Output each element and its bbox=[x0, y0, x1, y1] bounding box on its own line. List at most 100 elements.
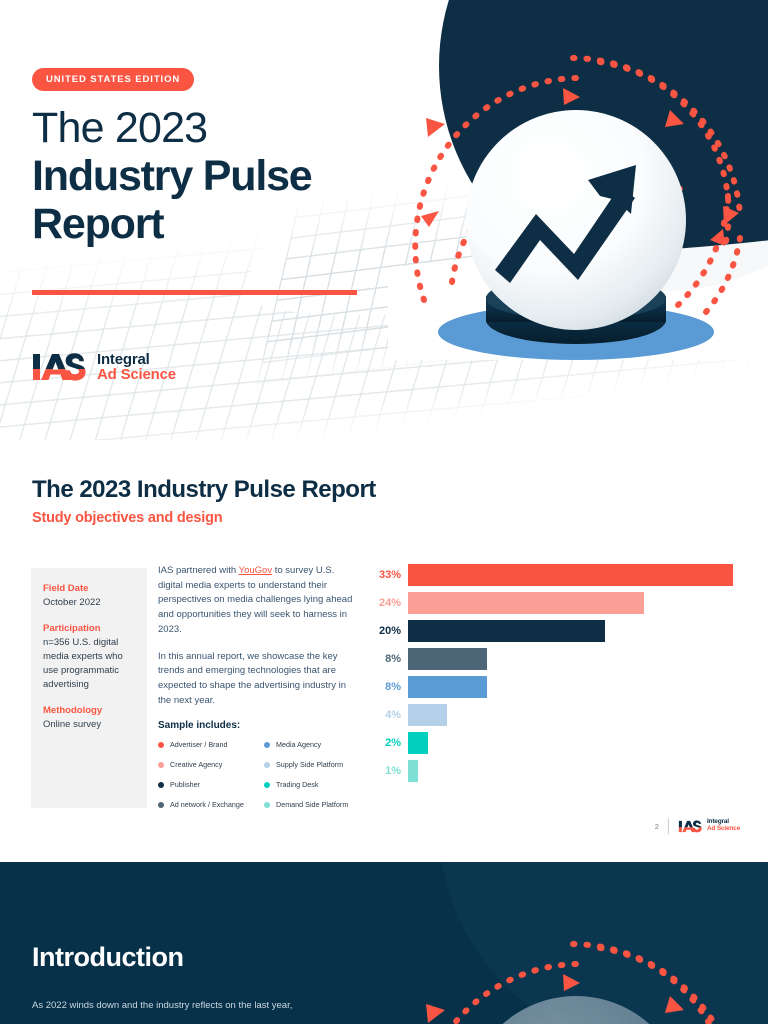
chart-bar bbox=[408, 620, 605, 642]
legend-label: Trading Desk bbox=[276, 780, 319, 790]
hero-logo: Integral Ad Science bbox=[32, 352, 176, 383]
chart-bar bbox=[408, 676, 487, 698]
ias-wordmark: Integral Ad Science bbox=[97, 352, 176, 383]
fact-label: Participation bbox=[43, 623, 101, 635]
section-subtitle: Study objectives and design bbox=[32, 510, 223, 526]
hero-section: UNITED STATES EDITION The 2023 Industry … bbox=[0, 0, 768, 440]
legend-label: Advertiser / Brand bbox=[170, 740, 228, 750]
fact-field-date: Field Date October 2022 bbox=[43, 583, 135, 610]
legend-label: Ad network / Exchange bbox=[170, 800, 244, 810]
chart-row: 4% bbox=[375, 704, 735, 726]
hero-title-line-2: Industry Pulse bbox=[32, 152, 313, 201]
intro-title: Introduction bbox=[32, 942, 184, 972]
legend-dot-icon bbox=[158, 761, 164, 768]
fact-value: October 2022 bbox=[43, 597, 101, 608]
intro-body-text: As 2022 winds down and the industry refl… bbox=[32, 1000, 293, 1011]
paragraph-2: In this annual report, we showcase the k… bbox=[158, 650, 347, 706]
intro-crystal-ball-svg bbox=[426, 862, 768, 1024]
edition-badge: UNITED STATES EDITION bbox=[32, 68, 195, 91]
legend-item-supply-side-platform: Supply Side Platform bbox=[264, 760, 354, 769]
logo-word-integral: Integral bbox=[706, 818, 729, 826]
study-design-section: The 2023 Industry Pulse Report Study obj… bbox=[0, 440, 768, 862]
chart-bar bbox=[408, 704, 448, 726]
legend-item-publisher: Publisher bbox=[158, 780, 260, 789]
page-number: 2 bbox=[654, 821, 659, 831]
chart-row: 1% bbox=[375, 760, 735, 782]
intro-crystal-ball-illustration bbox=[388, 862, 768, 1024]
fact-participation: Participation n=356 U.S. digital media e… bbox=[43, 623, 135, 692]
crystal-ball-illustration bbox=[388, 0, 768, 360]
footer-divider bbox=[667, 818, 669, 834]
chart-bar-label: 2% bbox=[385, 737, 401, 749]
legend-label: Creative Agency bbox=[170, 760, 223, 770]
paragraph-1-after: to survey U.S. digital media experts to … bbox=[158, 565, 353, 635]
legend-dot-icon bbox=[158, 741, 164, 748]
study-description: IAS partnered with YouGov to survey U.S.… bbox=[158, 564, 354, 809]
chart-row: 33% bbox=[375, 564, 735, 586]
legend-dot-icon bbox=[264, 761, 270, 768]
chart-row: 2% bbox=[375, 732, 735, 754]
fact-label: Methodology bbox=[43, 705, 103, 717]
legend-item-creative-agency: Creative Agency bbox=[158, 760, 260, 769]
legend-label: Media Agency bbox=[276, 740, 322, 750]
chart-bar-label: 20% bbox=[378, 625, 401, 637]
chart-bar-label: 4% bbox=[385, 709, 401, 721]
chart-bar-label: 8% bbox=[385, 653, 401, 665]
ias-monogram-icon bbox=[32, 352, 90, 382]
legend-item-trading-desk: Trading Desk bbox=[264, 780, 354, 789]
legend-dot-icon bbox=[264, 801, 270, 808]
hero-title-line-3: Report bbox=[32, 200, 165, 249]
logo-word-integral: Integral bbox=[97, 351, 150, 368]
legend-label: Publisher bbox=[170, 780, 200, 790]
ias-wordmark: Integral Ad Science bbox=[707, 819, 740, 832]
sample-composition-bar-chart: 33% 24% 20% 8% 8% 4% 2% 1% bbox=[375, 564, 735, 788]
chart-bar bbox=[408, 760, 418, 782]
section-title: The 2023 Industry Pulse Report bbox=[32, 476, 376, 503]
sample-includes-heading: Sample includes: bbox=[158, 720, 241, 732]
chart-bar-label: 24% bbox=[378, 597, 401, 609]
logo-word-ad-science: Ad Science bbox=[706, 825, 740, 832]
legend-item-demand-side-platform: Demand Side Platform bbox=[264, 800, 354, 809]
introduction-section: Introduction As 2022 winds down and the … bbox=[0, 862, 768, 1024]
hero-accent-rule bbox=[32, 290, 357, 295]
legend-label: Demand Side Platform bbox=[276, 800, 349, 810]
orbit-arrowheads bbox=[421, 88, 739, 246]
chart-bar-label: 8% bbox=[385, 681, 401, 693]
legend-item-ad-network-exchange: Ad network / Exchange bbox=[158, 800, 260, 809]
trending-up-arrow bbox=[495, 165, 636, 283]
crystal-ball-sphere bbox=[466, 110, 686, 330]
chart-row: 8% bbox=[375, 648, 735, 670]
chart-bar bbox=[408, 732, 428, 754]
fact-value: Online survey bbox=[43, 719, 102, 731]
chart-bar-label: 33% bbox=[378, 569, 401, 581]
study-facts-panel: Field Date October 2022 Participation n=… bbox=[31, 568, 147, 808]
chart-row: 20% bbox=[375, 620, 735, 642]
page-footer: 2 bbox=[655, 818, 740, 834]
crystal-ball-svg bbox=[388, 0, 768, 360]
legend-label: Supply Side Platform bbox=[276, 760, 344, 770]
legend-dot-icon bbox=[264, 781, 270, 788]
legend-dot-icon bbox=[158, 781, 164, 788]
intro-orbit-arcs bbox=[450, 941, 719, 1024]
yougov-link[interactable]: YouGov bbox=[238, 565, 273, 576]
legend-dot-icon bbox=[264, 741, 270, 748]
chart-bar bbox=[408, 564, 733, 586]
ias-monogram-icon bbox=[678, 820, 704, 833]
logo-word-ad-science: Ad Science bbox=[97, 366, 176, 384]
hero-title: The 2023 Industry Pulse Report bbox=[32, 104, 313, 249]
chart-row: 8% bbox=[375, 676, 735, 698]
fact-value: n=356 U.S. digital media experts who use… bbox=[43, 637, 123, 691]
paragraph-1: IAS partnered with YouGov to survey U.S.… bbox=[158, 564, 354, 638]
chart-bar bbox=[408, 648, 487, 670]
hero-title-line-1: The 2023 bbox=[32, 104, 208, 152]
legend-item-media-agency: Media Agency bbox=[264, 740, 354, 749]
chart-bar bbox=[408, 592, 645, 614]
chart-row: 24% bbox=[375, 592, 735, 614]
footer-logo: Integral Ad Science bbox=[678, 819, 740, 832]
sample-legend: Advertiser / Brand Media Agency Creative… bbox=[158, 740, 354, 809]
legend-item-advertiser-brand: Advertiser / Brand bbox=[158, 740, 260, 749]
fact-label: Field Date bbox=[43, 583, 89, 594]
fact-methodology: Methodology Online survey bbox=[43, 705, 135, 732]
legend-dot-icon bbox=[158, 801, 164, 808]
